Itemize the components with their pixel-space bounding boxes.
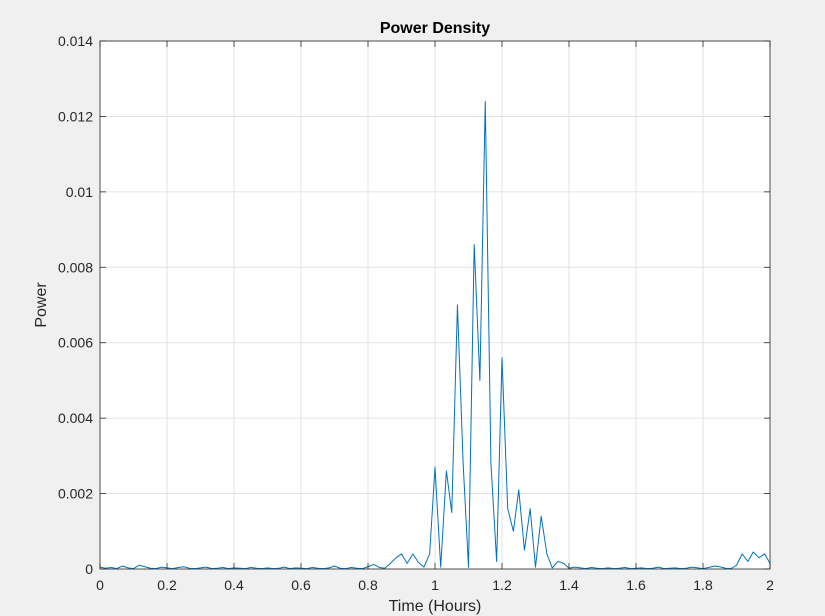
x-tick-label: 0.2 <box>157 577 177 593</box>
x-tick-label: 0.8 <box>358 577 378 593</box>
y-tick-label: 0.004 <box>58 410 93 426</box>
x-tick-label: 1.4 <box>559 577 579 593</box>
y-tick-label: 0.006 <box>58 335 93 351</box>
chart-title: Power Density <box>380 20 490 37</box>
x-tick-labels: 0 0.2 0.4 0.6 0.8 1 1.2 1.4 1.6 1.8 2 <box>96 577 774 593</box>
y-tick-label: 0.012 <box>58 108 93 124</box>
y-tick-label: 0.014 <box>58 33 93 49</box>
y-tick-label: 0.008 <box>58 259 93 275</box>
x-tick-label: 0 <box>96 577 104 593</box>
y-tick-label: 0 <box>85 561 93 577</box>
x-tick-label: 1 <box>431 577 439 593</box>
y-tick-label: 0.01 <box>66 184 93 200</box>
x-axis-label: Time (Hours) <box>389 598 482 615</box>
x-tick-label: 1.8 <box>693 577 713 593</box>
x-tick-label: 0.4 <box>224 577 244 593</box>
x-tick-label: 0.6 <box>291 577 311 593</box>
y-tick-labels: 0 0.002 0.004 0.006 0.008 0.01 0.012 0.014 <box>58 33 93 577</box>
axis-ticks <box>99 40 771 570</box>
x-tick-label: 2 <box>766 577 774 593</box>
y-tick-label: 0.002 <box>58 486 93 502</box>
x-tick-label: 1.2 <box>492 577 512 593</box>
y-axis-label: Power <box>33 282 50 328</box>
x-tick-label: 1.6 <box>626 577 646 593</box>
